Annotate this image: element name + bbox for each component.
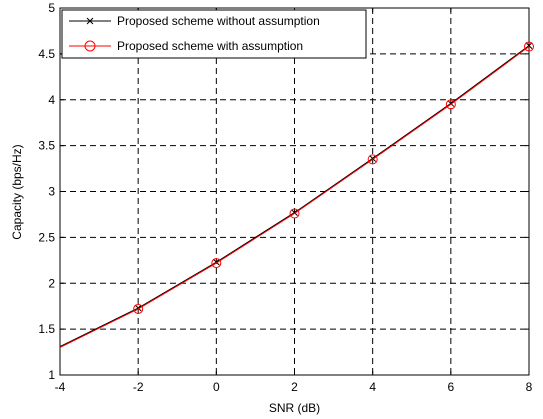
y-tick-label: 4.5 <box>38 47 55 61</box>
y-tick-labels: 1 1.5 2 2.5 3 3.5 4 4.5 5 <box>38 1 55 382</box>
legend-marker-circle <box>84 40 96 52</box>
y-tick-label: 2.5 <box>38 230 55 244</box>
legend-box <box>61 9 367 59</box>
y-tick-label: 4 <box>48 93 55 107</box>
x-tick-label: 4 <box>369 380 376 394</box>
y-tick-label: 2 <box>48 276 55 290</box>
x-tick-label: -2 <box>133 380 144 394</box>
legend: Proposed scheme without assumption Propo… <box>61 9 367 59</box>
x-tick-labels: -4 -2 0 2 4 6 8 <box>55 380 533 394</box>
series-line-1 <box>59 46 530 348</box>
x-tick-label: 0 <box>213 380 220 394</box>
legend-label-without-assumption: Proposed scheme without assumption <box>117 14 320 28</box>
x-tick-label: 2 <box>291 380 298 394</box>
x-tick-label: 6 <box>447 380 454 394</box>
y-tick-label: 3.5 <box>38 139 55 153</box>
data-point-circle <box>524 41 534 52</box>
data-point-circle <box>211 258 222 269</box>
x-axis-label: SNR (dB) <box>269 401 320 415</box>
y-tick-label: 5 <box>48 1 55 15</box>
series-group <box>59 41 534 348</box>
legend-label-with-assumption: Proposed scheme with assumption <box>117 39 303 53</box>
data-point-circle <box>445 99 456 110</box>
x-tick-label: -4 <box>55 380 66 394</box>
y-tick-label: 1 <box>48 368 55 382</box>
axes <box>59 7 530 376</box>
x-tick-label: 8 <box>526 380 533 394</box>
y-tick-label: 1.5 <box>38 322 55 336</box>
legend-marker-x <box>86 17 94 25</box>
data-point-circle <box>289 208 300 219</box>
data-point-circle <box>133 303 144 314</box>
data-point-circle <box>367 154 378 165</box>
y-tick-label: 3 <box>48 185 55 199</box>
grid <box>60 8 529 375</box>
y-axis-label: Capacity (bps/Hz) <box>10 144 24 239</box>
